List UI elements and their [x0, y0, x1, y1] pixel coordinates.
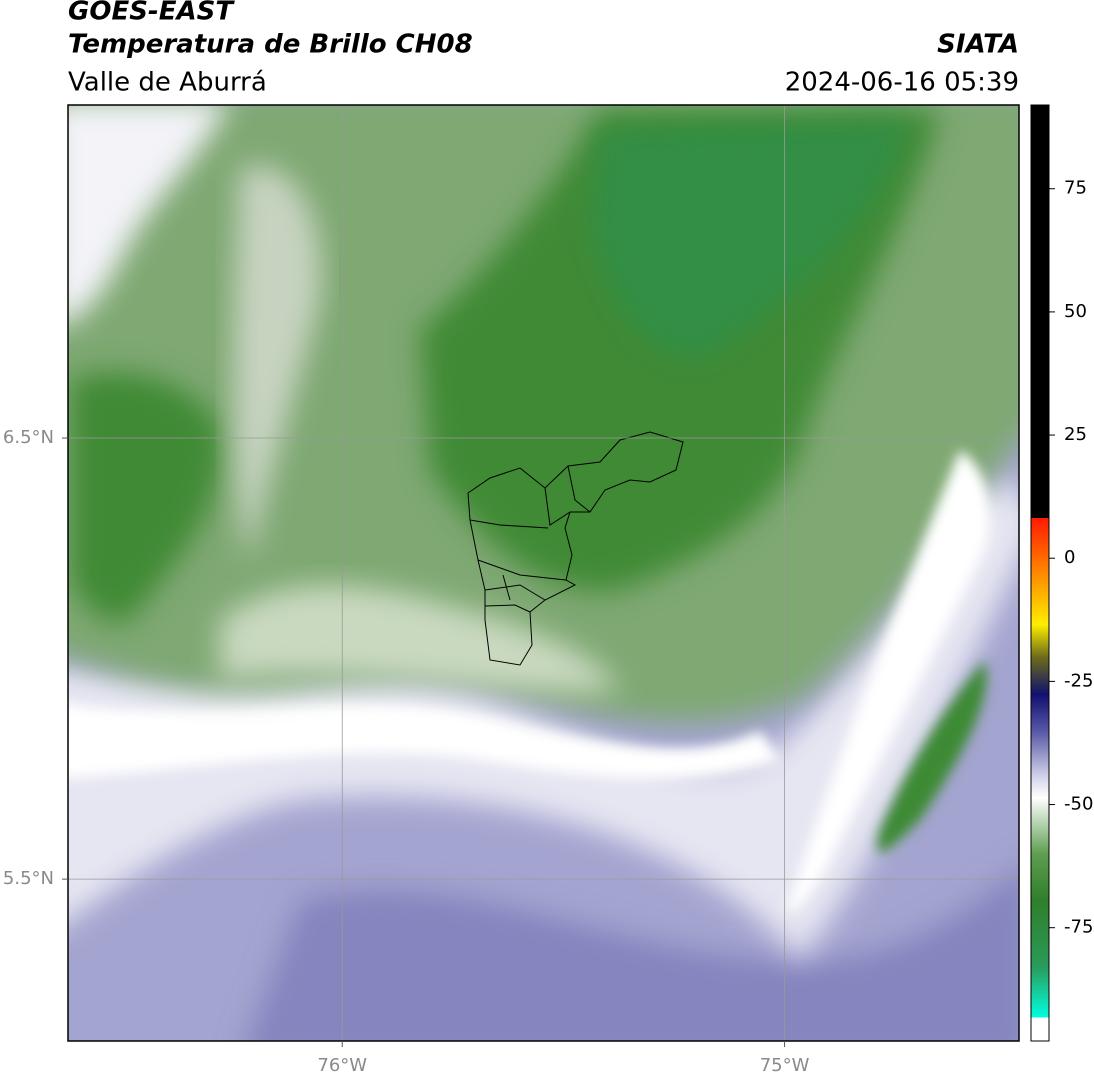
x-tick-label: 75°W — [760, 1055, 810, 1076]
y-tick-label: 5.5°N — [3, 868, 54, 889]
datetime: 2024-06-16 05:39 — [785, 68, 1019, 98]
subtitle: Temperatura de Brillo CH08 — [68, 30, 473, 60]
colorbar-tick-label: 75 — [1064, 178, 1087, 199]
region: Valle de Aburrá — [68, 68, 267, 98]
title: GOES-EAST — [68, 0, 235, 27]
map-field — [68, 105, 1019, 1041]
colorbar-tick-label: 50 — [1064, 301, 1087, 322]
colorbar — [1030, 104, 1050, 1042]
colorbar-tick-label: 25 — [1064, 424, 1087, 445]
y-tick-label: 6.5°N — [3, 427, 54, 448]
colorbar-tick-label: -50 — [1064, 794, 1093, 815]
source: SIATA — [937, 30, 1019, 60]
grid — [68, 105, 1019, 1041]
colorbar-tick-label: 0 — [1064, 547, 1075, 568]
colorbar-tick-label: -75 — [1064, 917, 1093, 938]
x-tick-label: 76°W — [317, 1055, 367, 1076]
map-frame — [67, 104, 1020, 1042]
colorbar-tick-label: -25 — [1064, 670, 1093, 691]
